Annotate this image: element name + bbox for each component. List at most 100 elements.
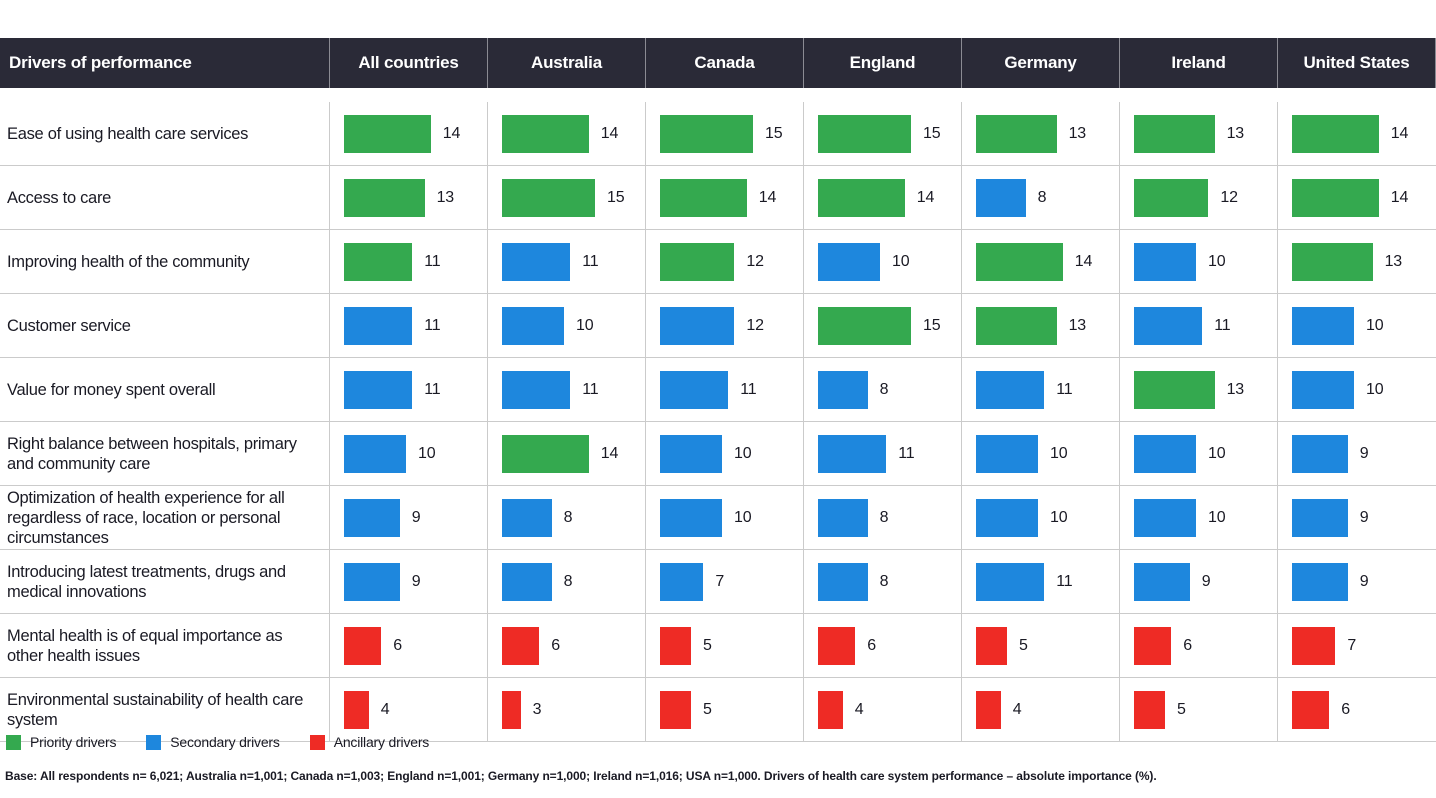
bar-cell: 5: [646, 614, 804, 678]
secondary-driver-bar: [502, 306, 564, 345]
legend: Priority drivers Secondary drivers Ancil…: [6, 734, 429, 750]
secondary-driver-bar: [1292, 370, 1354, 409]
bar-value: 11: [582, 380, 599, 398]
bar-value: 10: [892, 252, 910, 270]
secondary-driver-bar: [1292, 562, 1348, 601]
bar-value: 14: [916, 188, 935, 206]
ancillary-driver-bar: [502, 626, 540, 665]
bar-cell: 14: [1278, 166, 1436, 230]
bar-cell: 9: [1278, 550, 1436, 614]
header-cell-germany: Germany: [962, 38, 1120, 88]
bar-cell: 12: [1120, 166, 1278, 230]
bar-value: 14: [758, 188, 777, 206]
bar-cell: 15: [646, 102, 804, 166]
bar-value: 14: [1390, 188, 1409, 206]
bar-value: 7: [715, 572, 725, 590]
secondary-driver-bar: [818, 370, 868, 409]
bar-cell: 9: [330, 486, 488, 550]
bar-cell: 15: [488, 166, 646, 230]
bar-value: 11: [1214, 316, 1231, 334]
bar-cell: 9: [1278, 422, 1436, 486]
header-cell-all-countries: All countries: [330, 38, 488, 88]
bar-cell: 13: [1120, 358, 1278, 422]
row-label: Improving health of the community: [0, 230, 330, 294]
secondary-driver-bar: [502, 562, 552, 601]
header-cell-canada: Canada: [646, 38, 804, 88]
priority-driver-bar: [344, 178, 425, 217]
bar-value: 11: [582, 252, 599, 270]
bar-value: 13: [1068, 316, 1087, 334]
priority-driver-bar: [344, 242, 413, 281]
bar-cell: 13: [1278, 230, 1436, 294]
secondary-driver-bar: [1292, 306, 1354, 345]
bar-value: 13: [436, 188, 455, 206]
drivers-performance-table: Drivers of performance All countries Aus…: [0, 38, 1436, 742]
secondary-drivers-swatch-icon: [146, 734, 162, 750]
bar-cell: 12: [646, 294, 804, 358]
priority-driver-bar: [1292, 242, 1373, 281]
priority-driver-bar: [660, 178, 747, 217]
secondary-driver-bar: [1134, 562, 1190, 601]
bar-cell: 13: [1120, 102, 1278, 166]
bar-value: 15: [923, 124, 941, 142]
secondary-driver-bar: [1134, 306, 1203, 345]
bar-cell: 8: [804, 358, 962, 422]
bar-cell: 5: [962, 614, 1120, 678]
bar-cell: 10: [1120, 230, 1278, 294]
bar-value: 8: [879, 380, 889, 398]
bar-value: 5: [703, 636, 712, 654]
bar-cell: 4: [804, 678, 962, 742]
ancillary-driver-bar: [976, 690, 1001, 729]
bar-cell: 10: [1278, 294, 1436, 358]
bar-value: 10: [1208, 444, 1226, 462]
bar-value: 8: [1037, 188, 1047, 206]
bar-value: 12: [746, 252, 764, 270]
bar-cell: 10: [488, 294, 646, 358]
priority-driver-bar: [1292, 114, 1379, 153]
base-footnote: Base: All respondents n= 6,021; Australi…: [5, 769, 1157, 783]
bar-cell: 6: [804, 614, 962, 678]
legend-label: Ancillary drivers: [333, 734, 430, 750]
bar-value: 10: [734, 508, 752, 526]
bar-value: 15: [765, 124, 783, 142]
bar-cell: 10: [962, 486, 1120, 550]
bar-cell: 11: [330, 358, 488, 422]
ancillary-driver-bar: [1134, 626, 1172, 665]
row-label: Value for money spent overall: [0, 358, 330, 422]
bar-cell: 11: [1120, 294, 1278, 358]
priority-driver-bar: [1134, 114, 1215, 153]
bar-cell: 9: [330, 550, 488, 614]
bar-value: 11: [1056, 380, 1073, 398]
bar-cell: 11: [804, 422, 962, 486]
secondary-driver-bar: [976, 370, 1045, 409]
secondary-driver-bar: [344, 370, 413, 409]
bar-value: 9: [1359, 572, 1369, 590]
bar-value: 11: [1056, 572, 1073, 590]
secondary-driver-bar: [344, 498, 400, 537]
priority-driver-bar: [976, 242, 1063, 281]
secondary-driver-bar: [818, 562, 868, 601]
bar-value: 5: [1177, 700, 1186, 718]
bar-value: 10: [1050, 444, 1068, 462]
secondary-driver-bar: [502, 498, 552, 537]
secondary-driver-bar: [502, 242, 571, 281]
bar-value: 9: [411, 508, 421, 526]
row-label: Access to care: [0, 166, 330, 230]
bar-value: 14: [1390, 124, 1409, 142]
secondary-driver-bar: [1134, 434, 1196, 473]
secondary-driver-bar: [818, 498, 868, 537]
bar-cell: 6: [330, 614, 488, 678]
bar-cell: 10: [1120, 486, 1278, 550]
secondary-driver-bar: [976, 178, 1026, 217]
row-label: Customer service: [0, 294, 330, 358]
legend-item-ancillary: Ancillary drivers: [309, 734, 430, 750]
bar-cell: 6: [488, 614, 646, 678]
bar-value: 6: [393, 636, 402, 654]
bar-cell: 9: [1120, 550, 1278, 614]
ancillary-driver-bar: [660, 626, 691, 665]
bar-cell: 6: [1120, 614, 1278, 678]
row-label: Ease of using health care services: [0, 102, 330, 166]
ancillary-driver-bar: [818, 626, 856, 665]
bar-value: 8: [879, 508, 889, 526]
